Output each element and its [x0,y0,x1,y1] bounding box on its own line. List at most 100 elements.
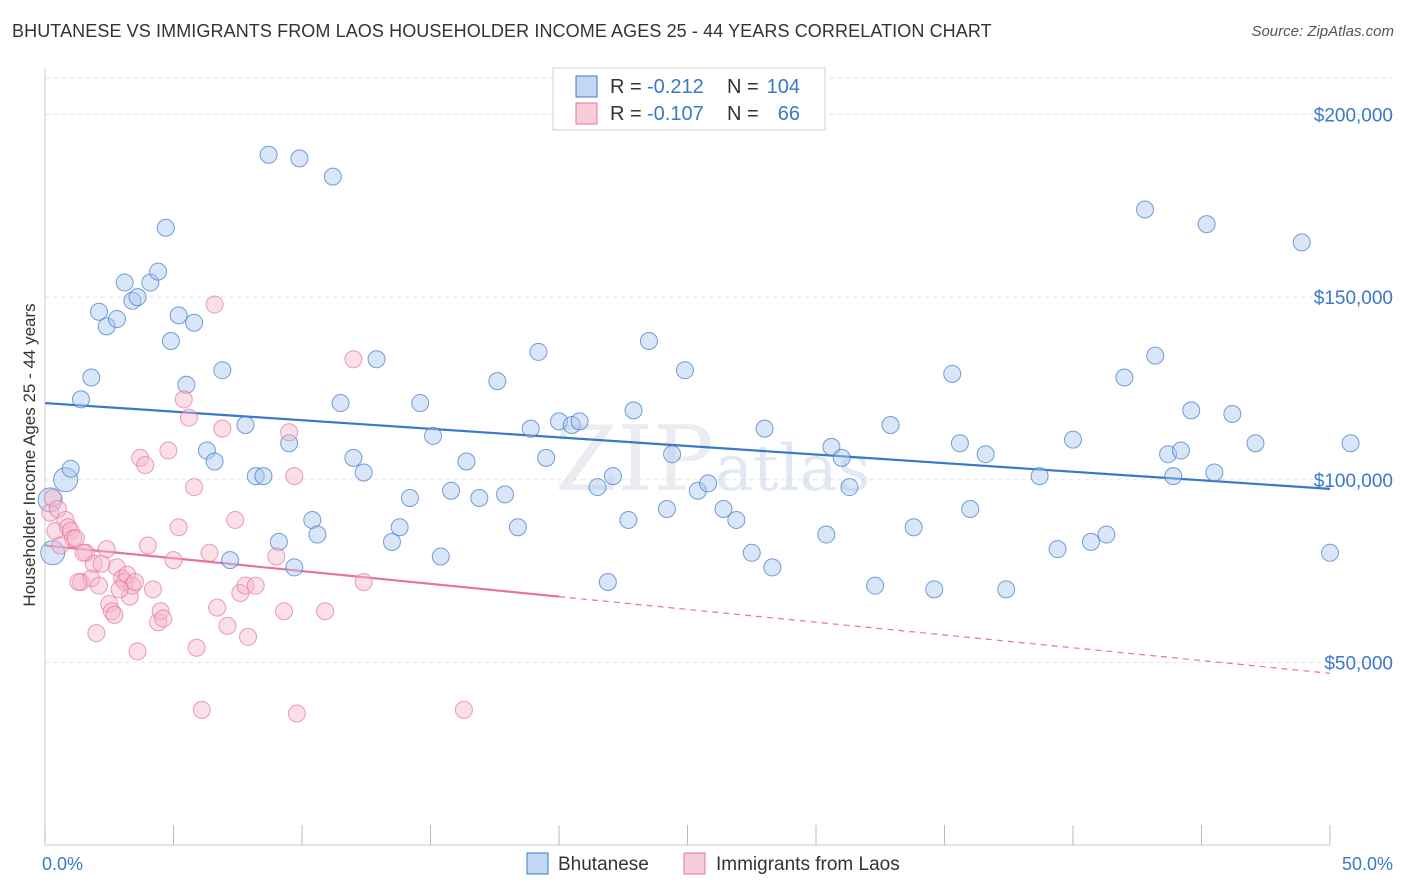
laos-point-63 [154,609,173,628]
bhutanese-point-101 [259,145,278,164]
legend-n-label-0: N = [727,76,759,98]
bhutanese-point-91 [1164,467,1183,486]
legend-r-value-1: -0.107 [647,103,704,125]
bhutanese-point-23 [246,467,265,486]
bhutanese-point-68 [763,558,782,577]
bhutanese-point-64 [714,499,733,518]
bhutanese-point-73 [866,576,885,595]
bhutanese-point-4 [82,368,101,387]
y-axis-label: Householder Income Ages 25 - 44 years [20,303,39,606]
bhutanese-point-54 [598,573,617,592]
bhutanese-point-9 [123,291,142,310]
laos-point-16 [92,554,111,573]
bhutanese-point-65 [727,510,746,529]
bottom-legend-swatch-bhutanese [526,852,549,875]
laos-point-37 [179,408,198,427]
bhutanese-point-10 [128,288,147,307]
bhutanese-point-45 [496,485,515,504]
bhutanese-point-12 [149,262,168,281]
bhutanese-point-83 [1048,540,1067,559]
bhutanese-point-34 [367,350,386,369]
laos-point-62 [74,543,93,562]
bhutanese-point-97 [1246,434,1265,453]
laos-point-43 [208,598,227,617]
bhutanese-point-28 [303,510,322,529]
bhutanese-point-89 [1146,346,1165,365]
bhutanese-point-13 [156,218,175,237]
legend-swatch-laos [575,102,598,125]
laos-point-13 [84,554,103,573]
data-points [37,145,1360,723]
bhutanese-point-72 [840,478,859,497]
laos-point-33 [159,441,178,460]
bhutanese-point-1 [53,467,79,493]
bhutanese-point-78 [950,434,969,453]
bhutanese-point-82 [1030,467,1049,486]
bhutanese-point-58 [639,331,658,350]
laos-point-26 [128,642,147,661]
bhutanese-point-48 [529,342,548,361]
bhutanese-point-94 [1197,215,1216,234]
bhutanese-point-14 [161,331,180,350]
bhutanese-point-3 [71,390,90,409]
bhutanese-point-31 [331,394,350,413]
bhutanese-point-80 [976,445,995,464]
bhutanese-point-40 [431,547,450,566]
trend-line-ext-1 [558,596,1331,674]
laos-point-1 [43,489,62,508]
laos-point-45 [218,616,237,635]
laos-point-64 [69,573,88,592]
legend-r-label-1: R = [610,103,642,125]
laos-point-56 [316,602,335,621]
laos-point-31 [149,613,168,632]
x-tick-labels: 0.0% 50.0% [42,854,1393,874]
laos-point-30 [143,580,162,599]
laos-point-51 [267,547,286,566]
laos-point-41 [200,543,219,562]
chart-title: BHUTANESE VS IMMIGRANTS FROM LAOS HOUSEH… [12,21,992,41]
legend-n-value-1: 66 [778,103,800,125]
bhutanese-point-63 [699,474,718,493]
laos-point-65 [110,580,129,599]
bhutanese-point-38 [411,394,430,413]
laos-point-28 [136,456,155,475]
bhutanese-point-67 [755,419,774,438]
laos-point-44 [213,419,232,438]
bhutanese-point-24 [254,467,273,486]
grid-lines [45,77,1395,663]
bottom-legend-label-laos: Immigrants from Laos [716,854,900,875]
x-tick-label-1: 50.0% [1342,854,1393,874]
bhutanese-point-39 [424,426,443,445]
bhutanese-point-8 [115,273,134,292]
bhutanese-point-85 [1081,532,1100,551]
bhutanese-point-56 [619,510,638,529]
bhutanese-point-88 [1135,200,1154,219]
bhutanese-point-47 [521,419,540,438]
laos-point-17 [97,540,116,559]
laos-point-53 [280,423,299,442]
bhutanese-point-55 [603,467,622,486]
laos-point-38 [185,478,204,497]
bhutanese-point-37 [400,489,419,508]
bhutanese-point-33 [354,463,373,482]
bhutanese-point-49 [537,448,556,467]
bottom-legend-swatch-laos [683,852,706,875]
bhutanese-point-76 [925,580,944,599]
bhutanese-point-22 [236,415,255,434]
bhutanese-point-84 [1064,430,1082,449]
laos-point-54 [285,467,304,486]
laos-point-32 [151,602,170,621]
bhutanese-point-71 [832,448,851,467]
bhutanese-point-29 [308,525,327,544]
laos-point-20 [107,558,126,577]
laos-point-52 [275,602,294,621]
bhutanese-point-93 [1182,401,1201,420]
laos-point-49 [239,627,258,646]
bhutanese-point-5 [89,302,108,321]
bhutanese-point-43 [470,489,489,508]
legend-r-label-0: R = [610,76,642,98]
x-tick-label-0: 0.0% [42,854,83,874]
bhutanese-point-16 [177,375,196,394]
watermark-zip: ZIP [555,407,714,512]
